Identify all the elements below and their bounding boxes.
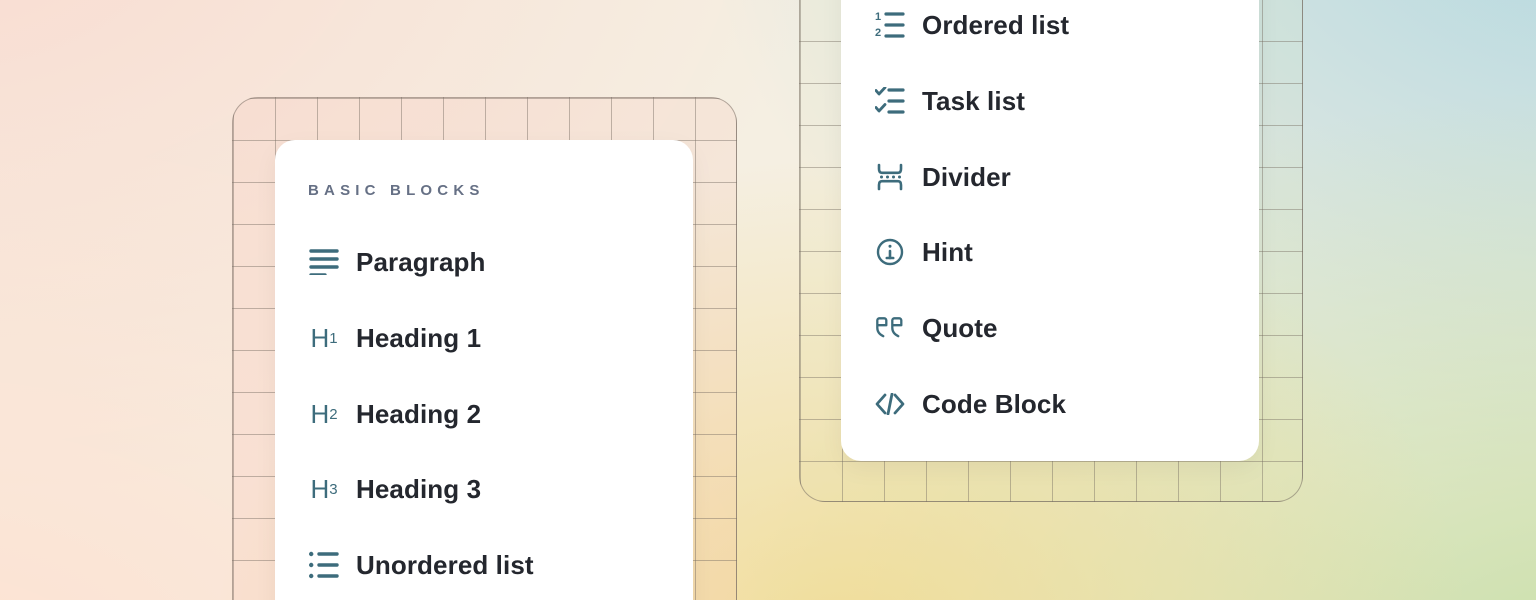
svg-text:2: 2 (875, 27, 881, 39)
svg-text:1: 1 (875, 11, 881, 23)
